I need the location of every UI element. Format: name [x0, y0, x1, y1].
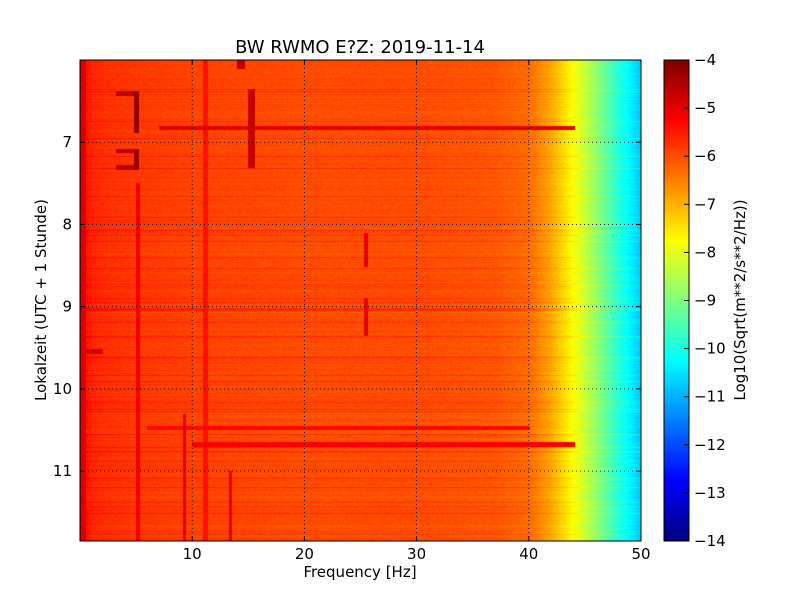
- y-tick-label: 7: [62, 133, 72, 151]
- x-tick-label: 10: [183, 545, 202, 563]
- chart-title: BW RWMO E?Z: 2019-11-14: [235, 37, 485, 58]
- plot-area: [80, 60, 641, 541]
- colorbar-tick-label: −7: [694, 195, 716, 213]
- x-tick-label: 40: [519, 545, 538, 563]
- grid-lines: [80, 60, 641, 541]
- colorbar-tick-label: −5: [694, 99, 716, 117]
- y-tick-label: 9: [62, 298, 72, 316]
- colorbar-ticks: −4 −5 −6 −7 −8 −9 −10 −11 −12 −13 −14: [684, 51, 726, 550]
- colorbar-tick-label: −11: [694, 388, 726, 406]
- y-axis-label: Lokalzeit (UTC + 1 Stunde): [32, 199, 50, 401]
- colorbar-tick-label: −13: [694, 484, 726, 502]
- colorbar-tick-label: −9: [694, 292, 716, 310]
- colorbar-label: Log10(Sqrt(m**2/s**2/Hz)): [731, 199, 749, 400]
- x-tick-label: 30: [407, 545, 426, 563]
- y-axis-ticks: 7 8 9 10 11: [53, 133, 641, 480]
- spectrogram-heatmap: [80, 60, 641, 541]
- colorbar-tick-label: −6: [694, 147, 716, 165]
- x-axis-label: Frequency [Hz]: [303, 563, 416, 581]
- colorbar-tick-label: −4: [694, 51, 716, 69]
- y-tick-label: 11: [53, 462, 72, 480]
- x-tick-label: 20: [295, 545, 314, 563]
- colorbar-tick-label: −10: [694, 340, 726, 358]
- plot-frame: [79, 59, 642, 542]
- colorbar-tick-label: −12: [694, 436, 726, 454]
- colorbar-tick-label: −14: [694, 532, 726, 550]
- y-tick-label: 8: [62, 215, 72, 233]
- colorbar-tick-label: −8: [694, 243, 716, 261]
- y-tick-label: 10: [53, 380, 72, 398]
- x-axis-ticks: 10 20 30 40 50: [183, 60, 651, 563]
- x-tick-label: 50: [631, 545, 650, 563]
